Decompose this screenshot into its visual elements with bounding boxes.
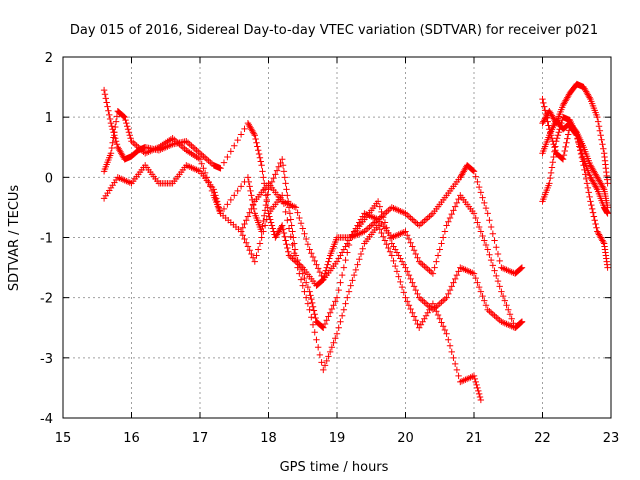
series-markers [100, 162, 485, 404]
series-markers [539, 80, 611, 187]
x-tick-label: 18 [260, 431, 277, 446]
series-day2 [100, 107, 526, 331]
series-markers [237, 180, 526, 331]
series-day1 [100, 86, 526, 289]
y-axis-title: SDTVAR / TECUs [7, 185, 22, 292]
y-tick-label: -4 [40, 412, 53, 427]
y-tick-label: 1 [45, 111, 53, 126]
series-markers [100, 86, 526, 289]
grid-lines [63, 57, 611, 418]
y-tick-label: -1 [40, 232, 53, 247]
y-tick-label: 0 [45, 171, 53, 186]
series-day4 [237, 180, 526, 331]
series-day3 [100, 162, 485, 404]
x-tick-label: 15 [55, 431, 72, 446]
series-markers [539, 116, 611, 211]
x-tick-label: 22 [534, 431, 551, 446]
x-tick-label: 17 [192, 431, 209, 446]
series-markers [100, 107, 526, 331]
x-tick-label: 19 [329, 431, 346, 446]
series-day5 [539, 80, 611, 187]
x-tick-label: 20 [397, 431, 414, 446]
series-day8 [539, 116, 611, 211]
chart-title: Day 015 of 2016, Sidereal Day-to-day VTE… [70, 23, 598, 38]
y-tick-label: -2 [40, 292, 53, 307]
x-axis-title: GPS time / hours [280, 460, 389, 475]
x-tick-label: 21 [466, 431, 483, 446]
x-tick-label: 16 [123, 431, 140, 446]
y-tick-label: 2 [45, 51, 53, 66]
data-marks [100, 80, 611, 404]
y-tick-label: -3 [40, 352, 53, 367]
x-tick-label: 23 [603, 431, 620, 446]
